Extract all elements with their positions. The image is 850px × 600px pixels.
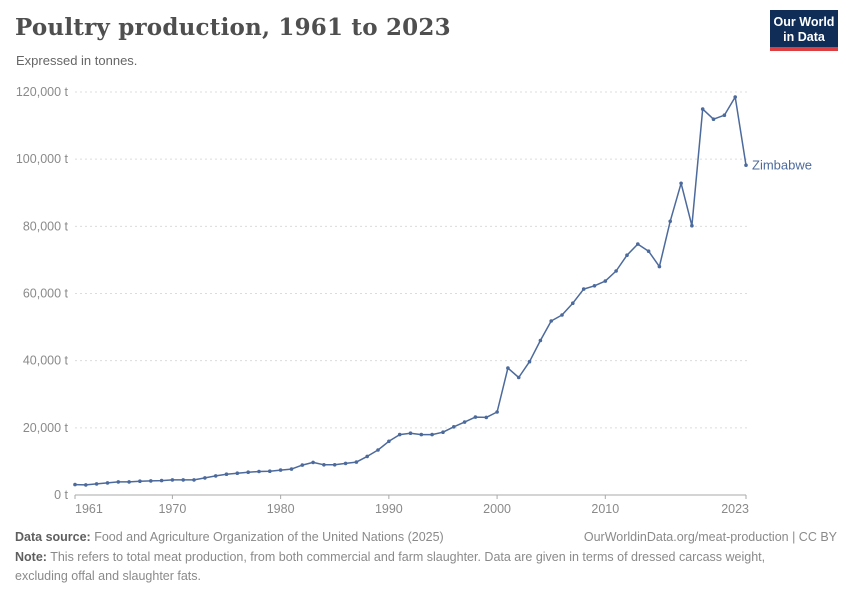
data-point xyxy=(452,425,456,429)
data-point xyxy=(387,439,391,444)
x-tick-label: 1970 xyxy=(158,502,186,516)
series-line xyxy=(74,96,747,486)
data-point xyxy=(235,471,240,476)
data-point xyxy=(170,478,175,482)
data-point xyxy=(722,113,727,117)
data-point xyxy=(527,359,532,364)
data-point xyxy=(506,366,510,370)
data-point xyxy=(462,420,467,424)
note-label: Note: xyxy=(15,550,47,564)
data-point xyxy=(159,478,164,483)
data-point xyxy=(181,478,185,482)
data-point xyxy=(127,480,131,484)
line-chart[interactable]: 0 t 20,000 t 40,000 t 60,000 t 80,000 t 100,0… xyxy=(0,80,850,525)
data-point xyxy=(516,375,521,380)
note-text: This refers to total meat production, fr… xyxy=(15,550,766,583)
data-point xyxy=(700,107,705,111)
data-point xyxy=(278,468,283,472)
data-point xyxy=(343,461,348,466)
x-tick-label: 1961 xyxy=(75,502,103,516)
footer-note: Note: This refers to total meat producti… xyxy=(15,548,805,586)
data-source-label: Data source: xyxy=(15,530,91,544)
data-point xyxy=(203,476,207,480)
data-point xyxy=(733,95,737,99)
data-point xyxy=(105,481,110,485)
data-point xyxy=(625,253,629,257)
data-point xyxy=(376,448,380,452)
data-point xyxy=(322,463,326,467)
data-point xyxy=(549,319,553,323)
page-title: Poultry production, 1961 to 2023 xyxy=(15,14,451,41)
data-point xyxy=(744,163,748,167)
data-point xyxy=(332,463,337,467)
owid-logo-line2: in Data xyxy=(783,30,825,44)
data-point xyxy=(581,287,586,291)
data-point xyxy=(354,460,359,464)
data-point xyxy=(73,482,77,487)
data-point xyxy=(636,242,640,246)
data-point xyxy=(646,249,651,253)
y-tick-label: 60,000 t xyxy=(23,287,69,301)
data-point xyxy=(257,469,261,474)
data-point xyxy=(690,223,694,228)
series-label[interactable]: Zimbabwe xyxy=(752,158,812,173)
data-source-text: Food and Agriculture Organization of the… xyxy=(90,530,444,544)
data-point xyxy=(560,313,564,317)
data-point xyxy=(192,478,196,482)
data-point xyxy=(614,269,618,273)
data-point xyxy=(300,463,305,467)
x-tick-label: 2010 xyxy=(591,502,619,516)
data-point xyxy=(711,117,716,121)
y-tick-label: 80,000 t xyxy=(23,219,69,233)
data-point xyxy=(246,470,250,475)
data-point xyxy=(311,460,315,465)
y-tick-label: 120,000 t xyxy=(16,85,69,99)
data-point xyxy=(571,301,575,305)
data-point xyxy=(138,479,142,484)
owid-logo-line1: Our World xyxy=(773,15,835,29)
y-tick-label: 20,000 t xyxy=(23,421,69,435)
data-point xyxy=(657,264,662,269)
data-point xyxy=(538,338,543,343)
y-tick-label: 100,000 t xyxy=(16,152,69,166)
data-point xyxy=(441,430,445,435)
data-point xyxy=(484,415,489,420)
data-point xyxy=(592,284,597,288)
data-point xyxy=(668,219,672,224)
data-point xyxy=(495,410,499,414)
footer-link[interactable]: OurWorldinData.org/meat-production | CC … xyxy=(583,530,837,544)
data-point xyxy=(224,472,229,477)
data-point xyxy=(213,474,218,478)
data-point xyxy=(473,415,478,419)
page-subtitle: Expressed in tonnes. xyxy=(16,53,138,68)
data-point xyxy=(408,431,413,436)
data-point xyxy=(289,467,294,471)
data-point xyxy=(603,279,608,283)
data-point xyxy=(430,432,434,437)
x-tick-label: 2000 xyxy=(483,502,511,516)
y-tick-label: 0 t xyxy=(54,488,68,502)
data-point xyxy=(149,479,153,483)
chart-footer: Data source: Food and Agriculture Organi… xyxy=(15,528,837,586)
data-point xyxy=(94,482,99,486)
data-point xyxy=(419,432,424,437)
data-point xyxy=(116,480,121,484)
data-point xyxy=(84,483,88,487)
data-source: Data source: Food and Agriculture Organi… xyxy=(15,528,444,547)
x-tick-label: 2023 xyxy=(721,502,749,516)
data-point xyxy=(679,181,683,186)
data-point xyxy=(365,454,370,459)
y-tick-label: 40,000 t xyxy=(23,354,69,368)
data-point xyxy=(268,469,272,474)
x-tick-label: 1990 xyxy=(375,502,403,516)
x-tick-label: 1980 xyxy=(267,502,295,516)
data-point xyxy=(397,432,402,437)
owid-logo[interactable]: Our World in Data xyxy=(770,10,838,51)
